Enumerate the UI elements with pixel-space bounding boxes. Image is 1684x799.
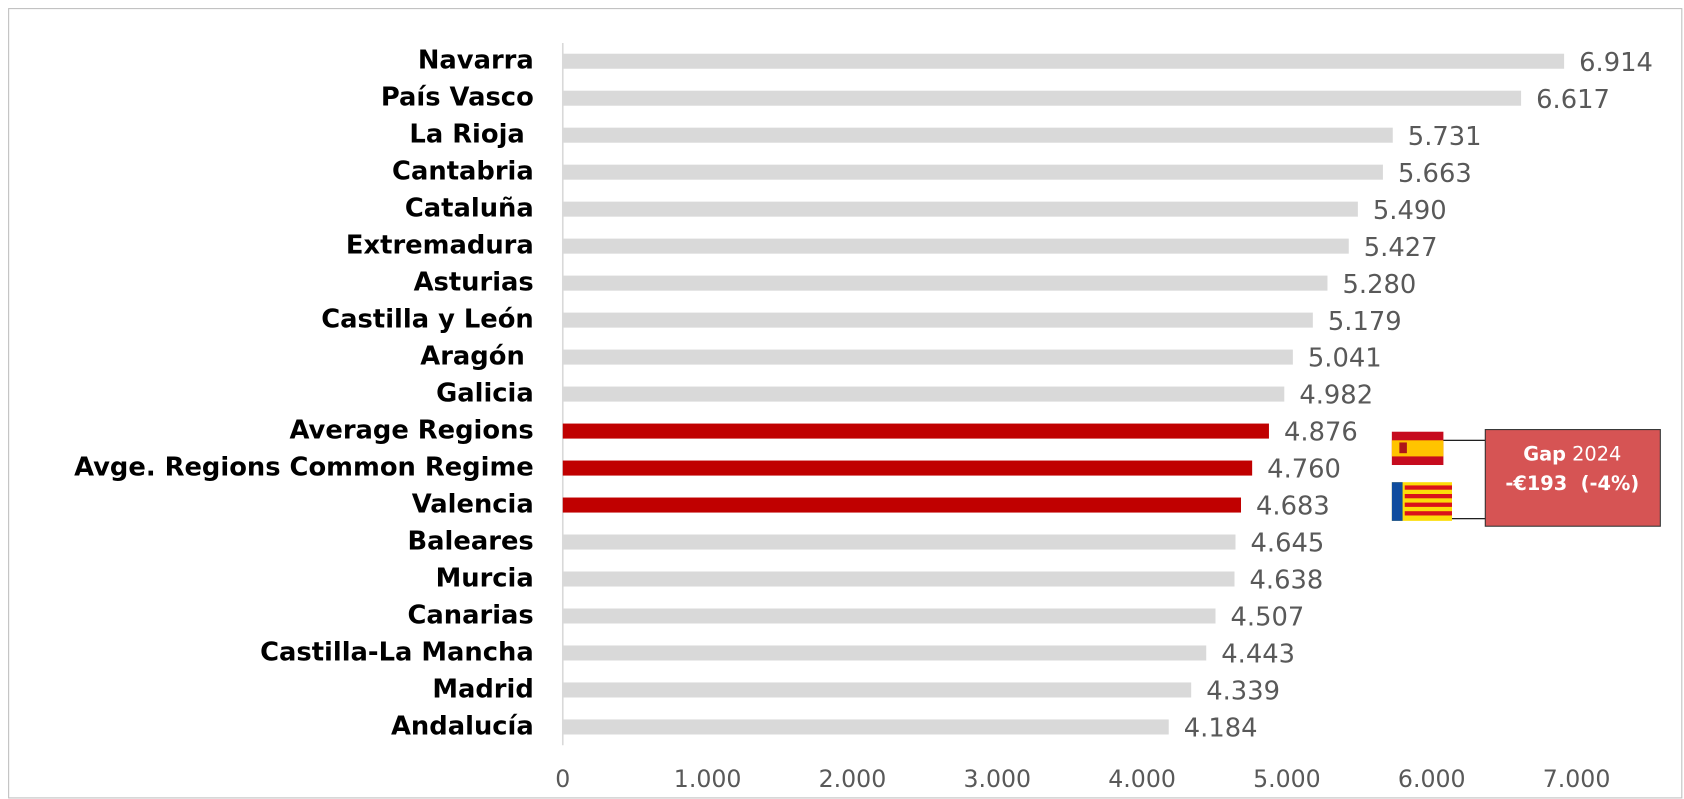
annotation-box [1484, 429, 1661, 527]
bar [562, 386, 1285, 402]
bar [562, 423, 1269, 439]
x-tick-label: 7.000 [1543, 765, 1611, 793]
value-label: 4.638 [1250, 566, 1324, 596]
category-label: Average Regions [290, 416, 534, 446]
bar [562, 201, 1358, 217]
value-label: 4.683 [1256, 492, 1330, 522]
category-label: Madrid [432, 674, 533, 704]
bar [562, 127, 1393, 143]
value-label: 6.617 [1536, 85, 1610, 115]
value-label: 4.982 [1299, 381, 1373, 411]
bar [562, 238, 1349, 254]
value-label: 6.914 [1579, 48, 1653, 78]
value-label: 4.184 [1184, 714, 1258, 744]
value-label: 5.041 [1308, 344, 1382, 374]
value-label: 5.280 [1342, 270, 1416, 300]
bar [562, 682, 1192, 698]
category-label: Baleares [408, 527, 534, 557]
value-label: 4.876 [1284, 418, 1358, 448]
bar [562, 275, 1328, 291]
category-label: La Rioja [409, 120, 533, 150]
value-label: 5.490 [1373, 196, 1447, 226]
category-label: Cantabria [392, 157, 534, 187]
bar [562, 349, 1293, 365]
x-tick-label: 1.000 [674, 765, 742, 793]
category-label: Murcia [436, 564, 534, 594]
category-label: Avge. Regions Common Regime [74, 453, 534, 483]
category-label: Castilla y León [321, 305, 534, 335]
bar [562, 571, 1235, 587]
value-label: 5.427 [1364, 233, 1438, 263]
annotation-title: Gap 2024 [1523, 442, 1621, 465]
x-tick-label: 3.000 [963, 765, 1031, 793]
category-label: Canarias [407, 601, 533, 631]
bar [562, 645, 1207, 661]
value-label: 5.663 [1398, 159, 1472, 189]
value-label: 4.339 [1206, 677, 1280, 707]
value-label: 4.443 [1221, 640, 1295, 670]
value-label: 4.760 [1267, 455, 1341, 485]
x-tick-label: 2.000 [819, 765, 887, 793]
value-label: 5.731 [1408, 122, 1482, 152]
bar [562, 534, 1236, 550]
category-label: País Vasco [381, 83, 534, 113]
category-label: Cataluña [405, 194, 534, 224]
category-label: Navarra [418, 46, 534, 76]
bar [562, 608, 1216, 624]
x-tick-label: 5.000 [1253, 765, 1321, 793]
annotation-text: -€193 (-4%) [1505, 472, 1639, 495]
category-label: Aragón [420, 342, 534, 372]
category-label: Castilla-La Mancha [260, 637, 534, 667]
category-label: Asturias [414, 268, 534, 298]
value-label: 4.645 [1251, 529, 1325, 559]
flag-spain [1391, 431, 1444, 466]
bar [562, 719, 1169, 735]
annotation-year: 2024 [1572, 442, 1621, 465]
bar [562, 460, 1253, 476]
value-label: 5.179 [1328, 307, 1402, 337]
annotation-label: Gap [1523, 442, 1566, 465]
bar [562, 312, 1313, 328]
bar [562, 164, 1383, 180]
category-label: Valencia [412, 490, 534, 520]
category-label: Andalucía [391, 711, 534, 741]
category-label: Extremadura [346, 231, 534, 261]
x-tick-label: 4.000 [1108, 765, 1176, 793]
bar [562, 53, 1565, 69]
bar [562, 90, 1522, 106]
bar [562, 497, 1242, 513]
category-label: Galicia [436, 379, 534, 409]
x-tick-label: 0 [555, 765, 570, 793]
x-tick-label: 6.000 [1398, 765, 1466, 793]
value-label: 4.507 [1231, 603, 1305, 633]
flag-valencia [1391, 482, 1452, 521]
